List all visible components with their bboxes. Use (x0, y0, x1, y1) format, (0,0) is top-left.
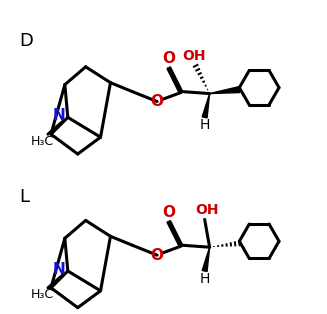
Text: N: N (53, 262, 65, 277)
Text: H₃C: H₃C (30, 135, 54, 148)
Text: O: O (150, 248, 164, 263)
Text: O: O (163, 205, 176, 220)
Polygon shape (202, 94, 210, 118)
Text: O: O (150, 94, 164, 109)
Text: H₃C: H₃C (30, 288, 54, 301)
Polygon shape (202, 247, 210, 272)
Text: N: N (53, 108, 65, 123)
Text: OH: OH (182, 49, 205, 63)
Text: D: D (19, 32, 33, 50)
Text: OH: OH (195, 203, 218, 217)
Text: H: H (199, 118, 210, 132)
Polygon shape (210, 87, 240, 94)
Text: L: L (19, 188, 29, 206)
Text: H: H (199, 272, 210, 286)
Text: O: O (163, 51, 176, 66)
